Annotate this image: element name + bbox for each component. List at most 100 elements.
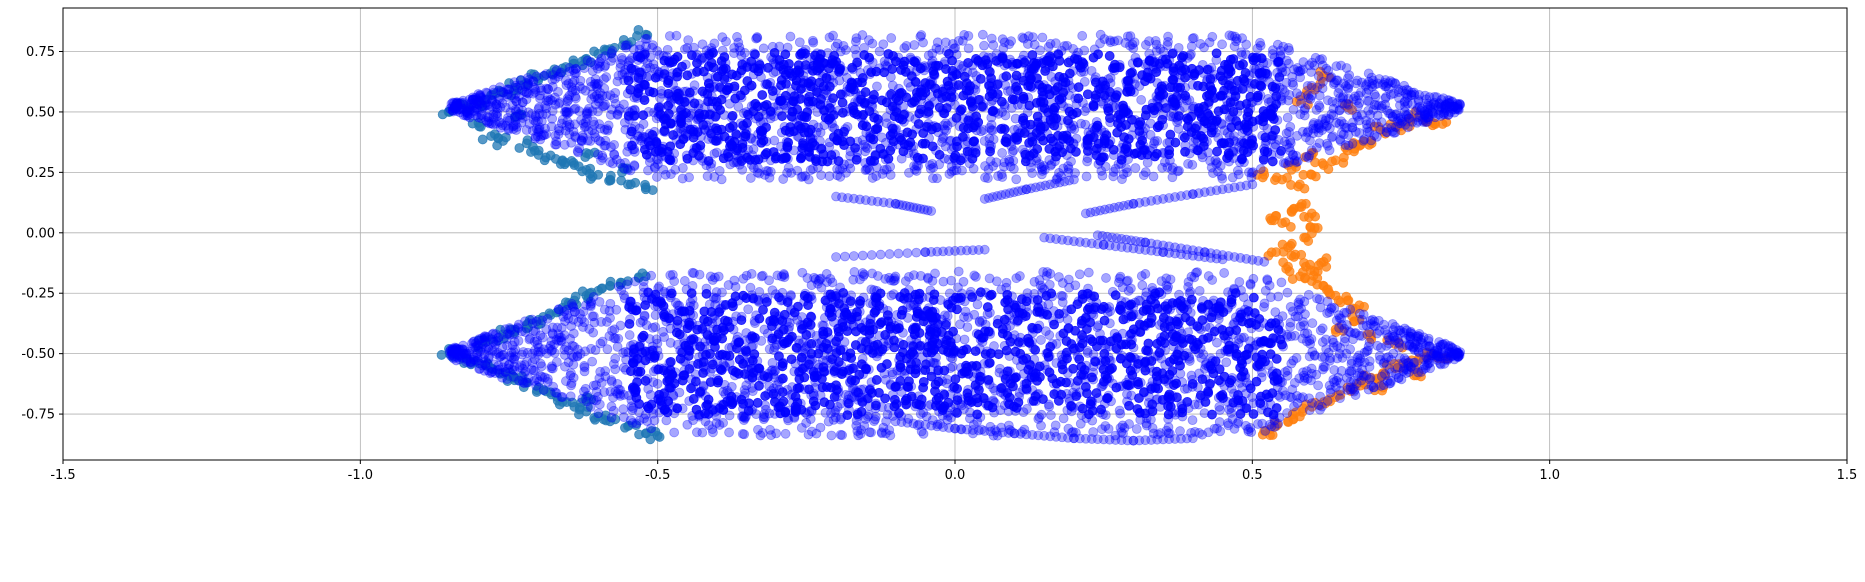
blue-point: [1110, 163, 1121, 174]
blue-point: [589, 128, 600, 139]
blue-point: [1364, 127, 1375, 137]
blue-point: [1306, 67, 1317, 77]
blue-point: [567, 84, 578, 95]
teal-point: [478, 335, 489, 346]
blue-point: [761, 122, 771, 133]
blue-point: [808, 37, 819, 48]
blue-point: [1412, 117, 1422, 128]
blue-point: [1380, 81, 1391, 92]
blue-point: [1006, 36, 1017, 47]
teal-point: [495, 368, 506, 379]
orange-point: [1324, 394, 1335, 405]
blue-point: [1196, 131, 1206, 141]
blue-point: [697, 39, 708, 50]
blue-point: [916, 84, 927, 95]
blue-point: [649, 415, 660, 426]
blue-point: [1149, 57, 1160, 68]
blue-point: [638, 110, 649, 121]
blue-point: [930, 60, 941, 71]
blue-point: [848, 101, 858, 112]
blue-point: [1259, 302, 1269, 312]
blue-point: [654, 145, 664, 156]
blue-point: [775, 96, 786, 107]
orange-point: [1310, 84, 1320, 95]
blue-point: [1219, 268, 1230, 278]
blue-point: [979, 40, 989, 51]
blue-point: [586, 56, 596, 67]
blue-point: [883, 153, 894, 164]
blue-point: [1282, 287, 1293, 298]
blue-point: [1229, 41, 1240, 52]
blue-point: [956, 104, 967, 115]
orange-point: [1310, 211, 1321, 222]
blue-point: [1301, 132, 1311, 143]
orange-point: [1263, 250, 1274, 261]
teal-point: [645, 434, 656, 445]
orange-point: [1321, 253, 1332, 264]
blue-point: [938, 276, 949, 287]
blue-point: [968, 163, 979, 174]
blue-point: [1224, 64, 1235, 75]
blue-point: [643, 137, 654, 147]
blue-point: [1142, 67, 1153, 78]
teal-point: [495, 324, 506, 335]
blue-point: [682, 43, 693, 53]
blue-point: [530, 116, 541, 127]
blue-point: [985, 156, 996, 166]
blue-point: [752, 167, 763, 178]
blue-point: [1304, 60, 1315, 71]
blue-point: [723, 151, 734, 162]
blue-point: [1039, 164, 1050, 175]
blue-point: [1406, 89, 1417, 100]
blue-point: [735, 46, 746, 56]
blue-point: [553, 129, 564, 140]
blue-point: [998, 43, 1009, 54]
blue-point: [689, 98, 700, 109]
orange-point: [1410, 107, 1421, 117]
blue-point: [1011, 81, 1022, 92]
blue-point: [1162, 40, 1173, 51]
blue-point: [1374, 74, 1385, 84]
blue-point: [758, 43, 769, 54]
blue-point: [751, 33, 762, 44]
teal-point: [637, 268, 648, 279]
blue-point: [1032, 144, 1043, 154]
orange-point: [1382, 335, 1393, 346]
blue-point: [890, 56, 901, 67]
blue-point: [1395, 100, 1405, 111]
blue-point: [746, 80, 757, 91]
blue-point: [932, 37, 943, 48]
blue-point: [583, 126, 594, 137]
blue-point: [1372, 340, 1383, 351]
blue-point: [1053, 49, 1064, 60]
blue-point: [560, 125, 571, 136]
blue-point: [1149, 138, 1159, 149]
blue-point: [1022, 39, 1033, 49]
blue-point: [551, 139, 562, 150]
blue-point: [716, 174, 727, 185]
blue-point: [823, 63, 834, 74]
teal-point: [583, 392, 594, 403]
blue-point: [1276, 146, 1286, 156]
blue-point: [582, 106, 593, 117]
blue-point: [703, 156, 714, 166]
blue-point: [1395, 118, 1406, 129]
blue-point: [916, 104, 926, 115]
blue-point: [1020, 149, 1031, 160]
blue-point: [898, 146, 909, 157]
blue-point: [589, 92, 600, 102]
blue-point: [795, 153, 806, 164]
blue-point: [1350, 126, 1361, 137]
blue-point: [1431, 92, 1442, 103]
blue-point: [977, 101, 987, 112]
blue-point: [828, 110, 839, 120]
blue-point: [716, 94, 727, 105]
blue-point: [530, 87, 541, 97]
blue-point: [610, 87, 621, 98]
teal-point: [560, 297, 571, 308]
blue-point: [977, 29, 988, 40]
teal-point: [584, 168, 595, 179]
blue-point: [1151, 148, 1162, 159]
blue-point: [1302, 81, 1313, 91]
